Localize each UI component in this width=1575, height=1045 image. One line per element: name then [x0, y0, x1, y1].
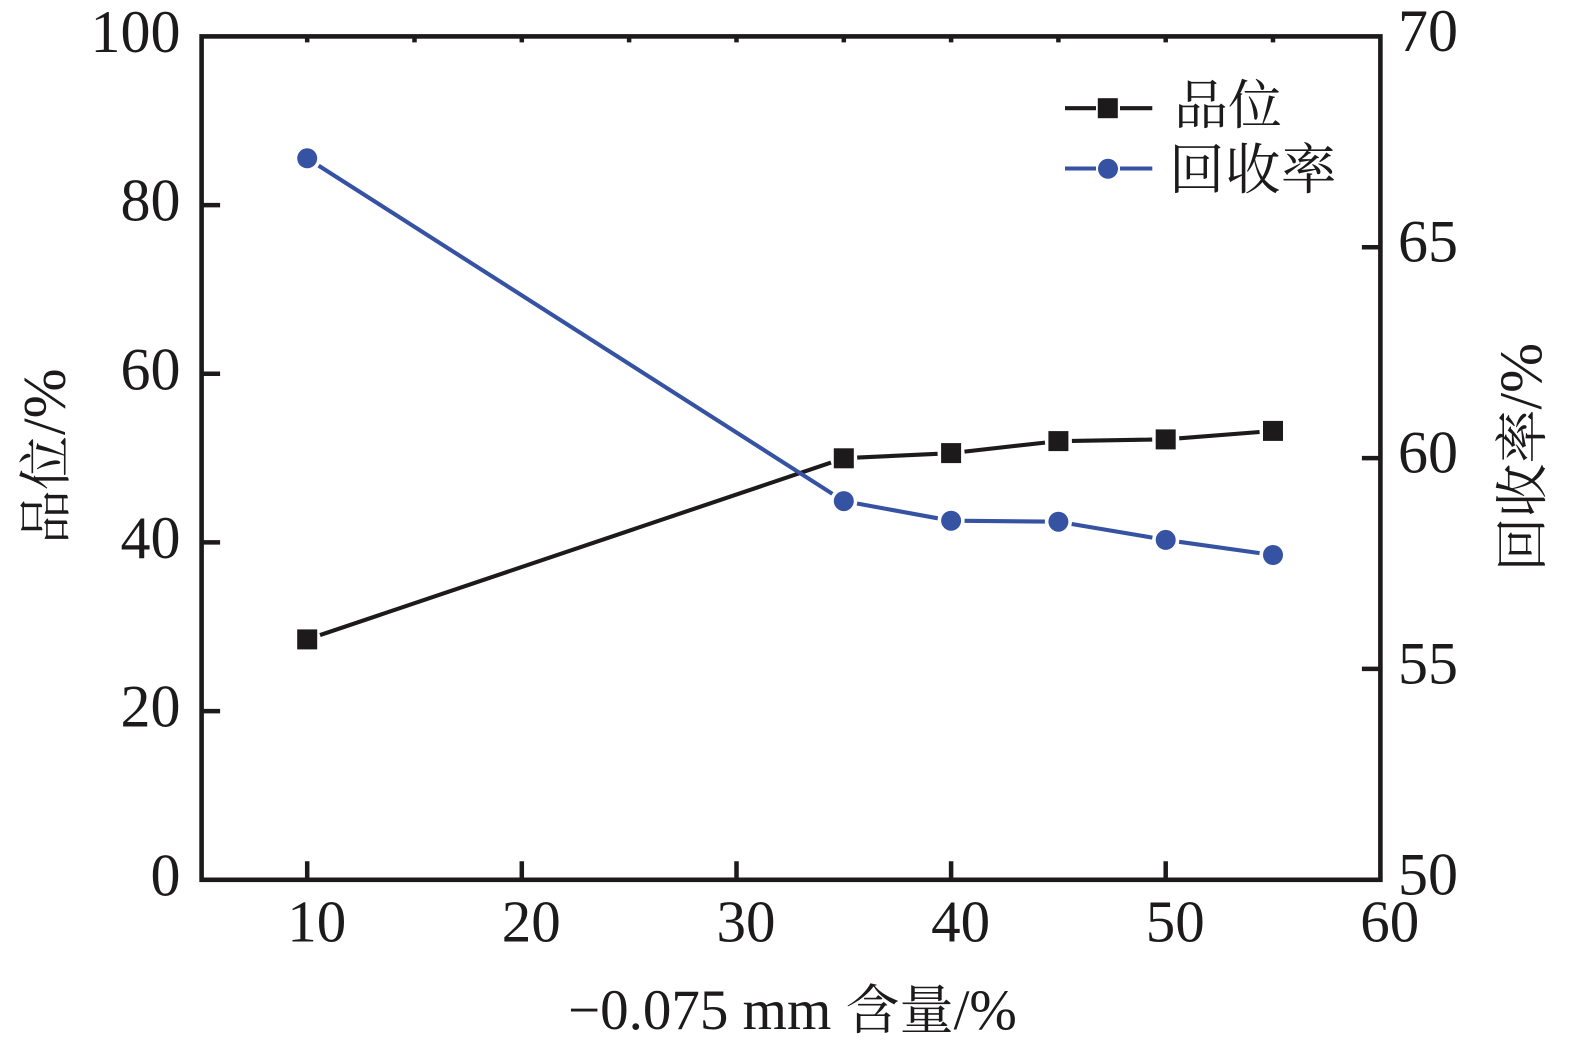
- svg-text:/%: /%: [12, 368, 78, 435]
- svg-text:55: 55: [1398, 630, 1458, 696]
- svg-text:40: 40: [121, 505, 181, 571]
- svg-text:−0.075 mm: −0.075 mm: [568, 979, 831, 1042]
- svg-text:30: 30: [717, 889, 776, 955]
- svg-text:10: 10: [287, 889, 346, 955]
- svg-text:40: 40: [931, 889, 990, 955]
- svg-text:60: 60: [121, 336, 181, 402]
- svg-text:/%: /%: [1488, 343, 1554, 410]
- svg-text:20: 20: [121, 674, 181, 740]
- svg-text:65: 65: [1398, 209, 1458, 275]
- svg-text:20: 20: [502, 889, 561, 955]
- svg-text:80: 80: [121, 168, 181, 234]
- svg-text:50: 50: [1146, 889, 1205, 955]
- svg-text:60: 60: [1398, 420, 1458, 486]
- svg-text:/%: /%: [954, 979, 1017, 1042]
- svg-text:60: 60: [1360, 889, 1419, 955]
- svg-text:0: 0: [151, 842, 181, 908]
- svg-text:50: 50: [1398, 841, 1458, 907]
- svg-text:70: 70: [1398, 0, 1458, 64]
- svg-text:100: 100: [91, 0, 181, 65]
